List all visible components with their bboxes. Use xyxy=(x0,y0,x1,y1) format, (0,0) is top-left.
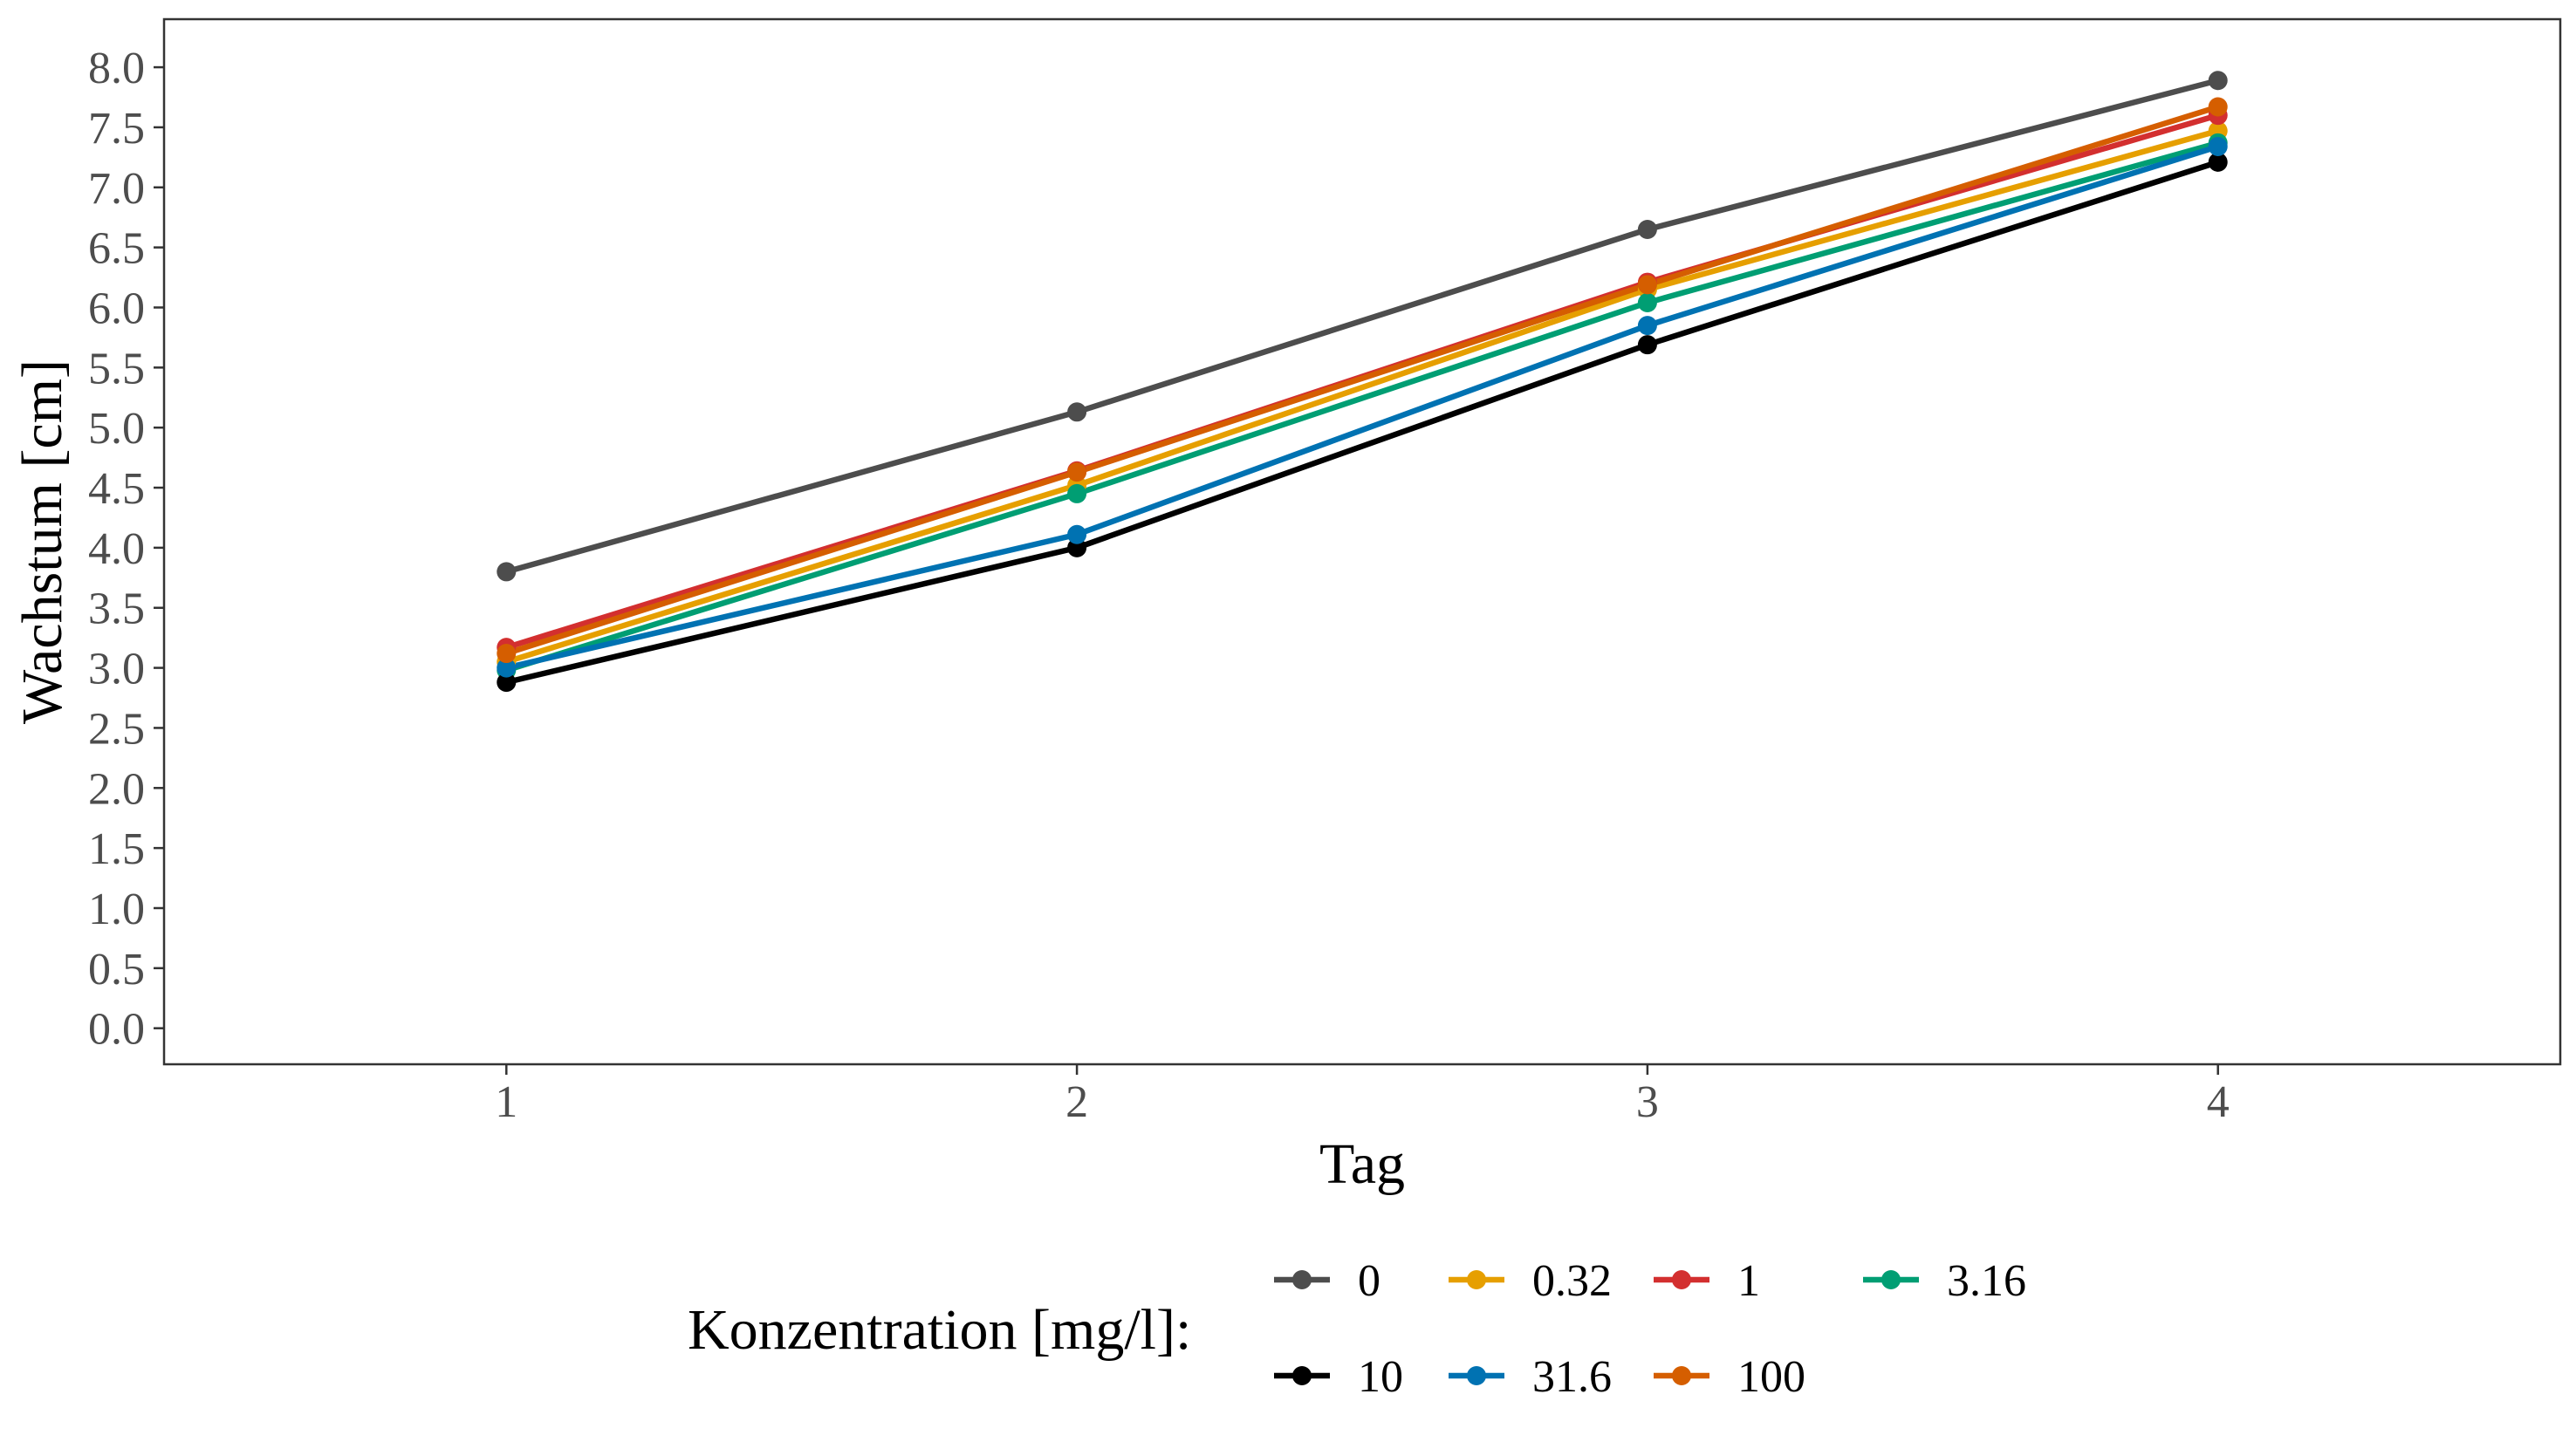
y-tick-label: 4.5 xyxy=(88,464,145,514)
legend-key-point xyxy=(1881,1270,1901,1289)
legend-title: Konzentration [mg/l]: xyxy=(688,1298,1191,1362)
legend-label: 10 xyxy=(1358,1352,1403,1402)
plot-panel xyxy=(162,17,2562,1066)
y-tick-label: 4.0 xyxy=(88,524,145,574)
data-point-0 xyxy=(1637,219,1657,239)
data-point-100 xyxy=(1067,462,1087,482)
y-tick-label: 6.5 xyxy=(88,224,145,274)
legend-item-31.6: 31.6 xyxy=(1449,1352,1612,1402)
legend-key-point xyxy=(1467,1270,1486,1289)
y-tick-label: 1.5 xyxy=(88,824,145,874)
series-points xyxy=(497,71,2228,693)
y-tick-label: 2.0 xyxy=(88,764,145,814)
data-point-0 xyxy=(2208,71,2228,91)
x-tick-label: 4 xyxy=(2207,1077,2230,1127)
x-tick-label: 2 xyxy=(1065,1077,1088,1127)
y-tick-label: 5.0 xyxy=(88,404,145,454)
y-tick-label: 0.5 xyxy=(88,945,145,994)
data-point-31.6 xyxy=(2208,136,2228,156)
legend-key-point xyxy=(1672,1366,1691,1385)
legend-label: 100 xyxy=(1737,1352,1805,1402)
y-tick-label: 7.0 xyxy=(88,164,145,214)
legend-item-3.16: 3.16 xyxy=(1863,1256,2026,1306)
legend-label: 0 xyxy=(1358,1256,1380,1306)
legend-label: 0.32 xyxy=(1532,1256,1612,1306)
data-point-10 xyxy=(1067,537,1087,557)
legend-key-point xyxy=(1292,1270,1312,1289)
legend-item-10: 10 xyxy=(1274,1352,1403,1402)
legend-item-0.32: 0.32 xyxy=(1449,1256,1612,1306)
data-point-100 xyxy=(1637,275,1657,295)
legend-item-0: 0 xyxy=(1274,1256,1380,1306)
series-lines xyxy=(505,78,2219,686)
y-tick-label: 0.0 xyxy=(88,1005,145,1055)
data-point-31.6 xyxy=(497,658,517,678)
series-line-100 xyxy=(505,104,2219,657)
legend-key-point xyxy=(1672,1270,1691,1289)
legend: 0 0.32 1 3.16 10 31.6 100 xyxy=(1274,1256,2026,1402)
y-tick-label: 6.0 xyxy=(88,284,145,333)
series-line-0.32 xyxy=(505,127,2219,665)
data-point-0 xyxy=(1067,402,1087,422)
x-tick-label: 1 xyxy=(495,1077,517,1127)
data-point-0 xyxy=(497,562,517,582)
data-point-31.6 xyxy=(1067,524,1087,544)
data-point-100 xyxy=(2208,97,2228,117)
series-line-3.16 xyxy=(505,140,2219,673)
data-point-10 xyxy=(497,673,517,693)
legend-label: 1 xyxy=(1737,1256,1760,1306)
data-point-10 xyxy=(2208,152,2228,172)
y-axis-title: Wachstum [cm] xyxy=(10,359,74,724)
legend-item-100: 100 xyxy=(1654,1352,1805,1402)
data-point-3.16 xyxy=(1637,292,1657,312)
data-point-31.6 xyxy=(1637,316,1657,336)
legend-item-1: 1 xyxy=(1654,1256,1760,1306)
x-tick-label: 3 xyxy=(1636,1077,1659,1127)
y-tick-label: 3.5 xyxy=(88,584,145,634)
y-tick-label: 8.0 xyxy=(88,44,145,93)
legend-label: 31.6 xyxy=(1532,1352,1612,1402)
data-point-3.16 xyxy=(1067,483,1087,503)
y-tick-label: 3.0 xyxy=(88,645,145,694)
series-line-0 xyxy=(505,78,2219,575)
x-axis: 1 2 3 4 xyxy=(495,1064,2230,1127)
y-tick-label: 1.0 xyxy=(88,885,145,934)
legend-label: 3.16 xyxy=(1947,1256,2026,1306)
y-tick-label: 5.5 xyxy=(88,344,145,393)
y-tick-label: 7.5 xyxy=(88,104,145,154)
legend-key-point xyxy=(1292,1366,1312,1385)
data-point-10 xyxy=(1637,335,1657,355)
series-line-10 xyxy=(505,159,2219,686)
series-line-31.6 xyxy=(505,143,2219,671)
y-axis: 0.0 0.5 1.0 1.5 2.0 2.5 3.0 3.5 4.0 4.5 5.0 5.5 6.0 6… xyxy=(88,44,164,1055)
data-point-100 xyxy=(497,644,517,664)
y-tick-label: 2.5 xyxy=(88,704,145,754)
legend-key-point xyxy=(1467,1366,1486,1385)
x-axis-title: Tag xyxy=(1319,1132,1405,1196)
